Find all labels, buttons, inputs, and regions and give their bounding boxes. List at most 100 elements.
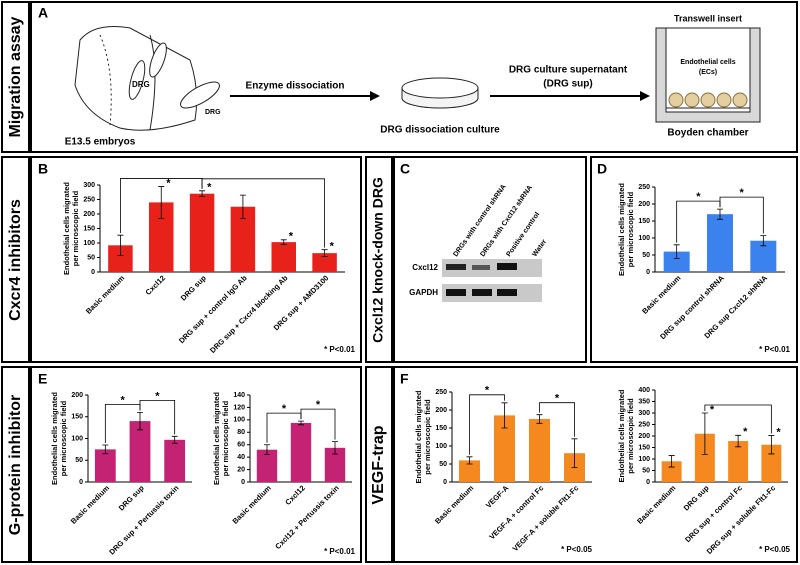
x-tick-label: DRG sup + control Fc — [683, 483, 744, 544]
error-bar — [239, 194, 246, 219]
y-axis-label: Endothelial cells migrated — [62, 182, 71, 275]
y-tick-label: 140 — [233, 392, 245, 399]
bracket — [300, 408, 336, 440]
y-axis-label: Endothelial cells migrated — [617, 183, 626, 276]
diagram-label: Transwell insert — [674, 13, 742, 23]
y-tick-label: 200 — [435, 407, 447, 414]
y-tick-label: 0 — [443, 479, 447, 486]
significance: * — [710, 404, 715, 416]
bar — [129, 421, 151, 482]
y-tick-label: 300 — [83, 182, 95, 189]
y-tick-label: 50 — [642, 252, 650, 259]
panel-box — [30, 1, 798, 153]
chamber — [655, 27, 761, 123]
x-tick-label: DRG sup — [682, 483, 711, 512]
panel-letter: B — [38, 161, 48, 177]
dish — [401, 77, 479, 109]
x-tick-label: DRG sup — [179, 273, 208, 302]
note: * P<0.05 — [759, 545, 790, 554]
significance: * — [166, 177, 171, 189]
y-tick-label: 350 — [638, 398, 650, 405]
y-axis-label: per microscopic field — [626, 191, 635, 267]
bar — [164, 439, 186, 482]
x-tick-label: DRG sup + control IgG Ab — [177, 273, 249, 345]
error-bar — [717, 208, 723, 220]
row-box — [1, 366, 30, 563]
y-axis-label: per microscopic field — [59, 400, 68, 476]
y-tick-label: 200 — [638, 201, 650, 208]
error-bar — [668, 455, 675, 468]
y-tick-label: 250 — [83, 196, 95, 203]
arrow-head — [370, 91, 380, 101]
y-axis-label: per microscopic field — [626, 398, 635, 474]
y-tick-label: 0 — [241, 479, 245, 486]
significance: * — [776, 426, 781, 438]
error-bar — [280, 239, 287, 245]
row-box — [365, 366, 393, 563]
y-tick-label: 0 — [91, 269, 95, 276]
y-tick-label: 400 — [638, 387, 650, 394]
bar — [256, 449, 278, 482]
error-bar — [321, 249, 328, 258]
bar — [94, 449, 116, 482]
significance: * — [485, 385, 490, 397]
y-tick-label: 250 — [638, 184, 650, 191]
y-tick-label: 100 — [638, 235, 650, 242]
embryo-drawing — [74, 26, 220, 131]
diagram-label: DRG culture supernatant — [509, 65, 628, 76]
error-bar — [501, 402, 508, 429]
y-tick-label: 100 — [435, 443, 447, 450]
lane-label: DRGs with Cxcl12 shRNA — [479, 184, 534, 258]
error-bar — [536, 414, 543, 424]
row-label: Cxcr4 inhibitors — [7, 199, 24, 321]
y-tick-label: 120 — [233, 404, 245, 411]
bracket — [539, 402, 575, 437]
diagram-label: Endothelial cells — [680, 59, 735, 66]
panel-box — [393, 366, 798, 563]
y-tick-label: 80 — [237, 429, 245, 436]
panel-letter: E — [38, 371, 47, 387]
diagram-label: (DRG sup) — [543, 79, 592, 90]
error-bar — [768, 435, 775, 455]
y-tick-label: 100 — [233, 417, 245, 424]
panel-letter: D — [597, 161, 607, 177]
y-tick-label: 20 — [237, 466, 245, 473]
panel-letter: C — [400, 161, 410, 177]
x-tick-label: VEGF-A — [484, 483, 511, 510]
bar — [324, 447, 346, 482]
significance: * — [555, 393, 560, 405]
lane-label: DRGs with control shRNA — [452, 183, 507, 258]
y-tick-label: 50 — [439, 461, 447, 468]
error-bar — [117, 234, 124, 256]
significance: * — [743, 426, 748, 438]
y-tick-label: 100 — [71, 435, 83, 442]
y-axis-label: Endothelial cells migrated — [617, 389, 626, 482]
y-tick-label: 150 — [435, 425, 447, 432]
error-bar — [199, 190, 206, 197]
x-tick-label: Basic medium — [640, 273, 683, 316]
panel-box — [30, 366, 362, 563]
y-tick-label: 300 — [638, 410, 650, 417]
row-box — [1, 156, 30, 363]
error-bar — [760, 235, 767, 247]
bar — [661, 461, 682, 482]
bracket — [704, 404, 772, 434]
note: * P<0.01 — [324, 345, 355, 354]
bar — [707, 214, 733, 272]
diagram-label: (ECs) — [699, 69, 717, 76]
significance: * — [282, 403, 287, 415]
bracket — [201, 178, 325, 248]
x-tick-label: Basic medium — [433, 483, 476, 526]
y-tick-label: 150 — [71, 414, 83, 421]
y-tick-label: 0 — [646, 269, 650, 276]
x-tick-label: Cxcl12 — [283, 483, 306, 506]
y-tick-label: 50 — [87, 254, 95, 261]
error-bar — [137, 412, 143, 431]
error-bar — [102, 444, 109, 455]
x-tick-label: Cxcl12 — [144, 273, 167, 296]
error-bar — [466, 456, 473, 465]
significance: * — [155, 390, 160, 402]
y-tick-label: 150 — [638, 444, 650, 451]
bar — [694, 433, 715, 482]
y-axis-label: per microscopic field — [71, 190, 80, 266]
